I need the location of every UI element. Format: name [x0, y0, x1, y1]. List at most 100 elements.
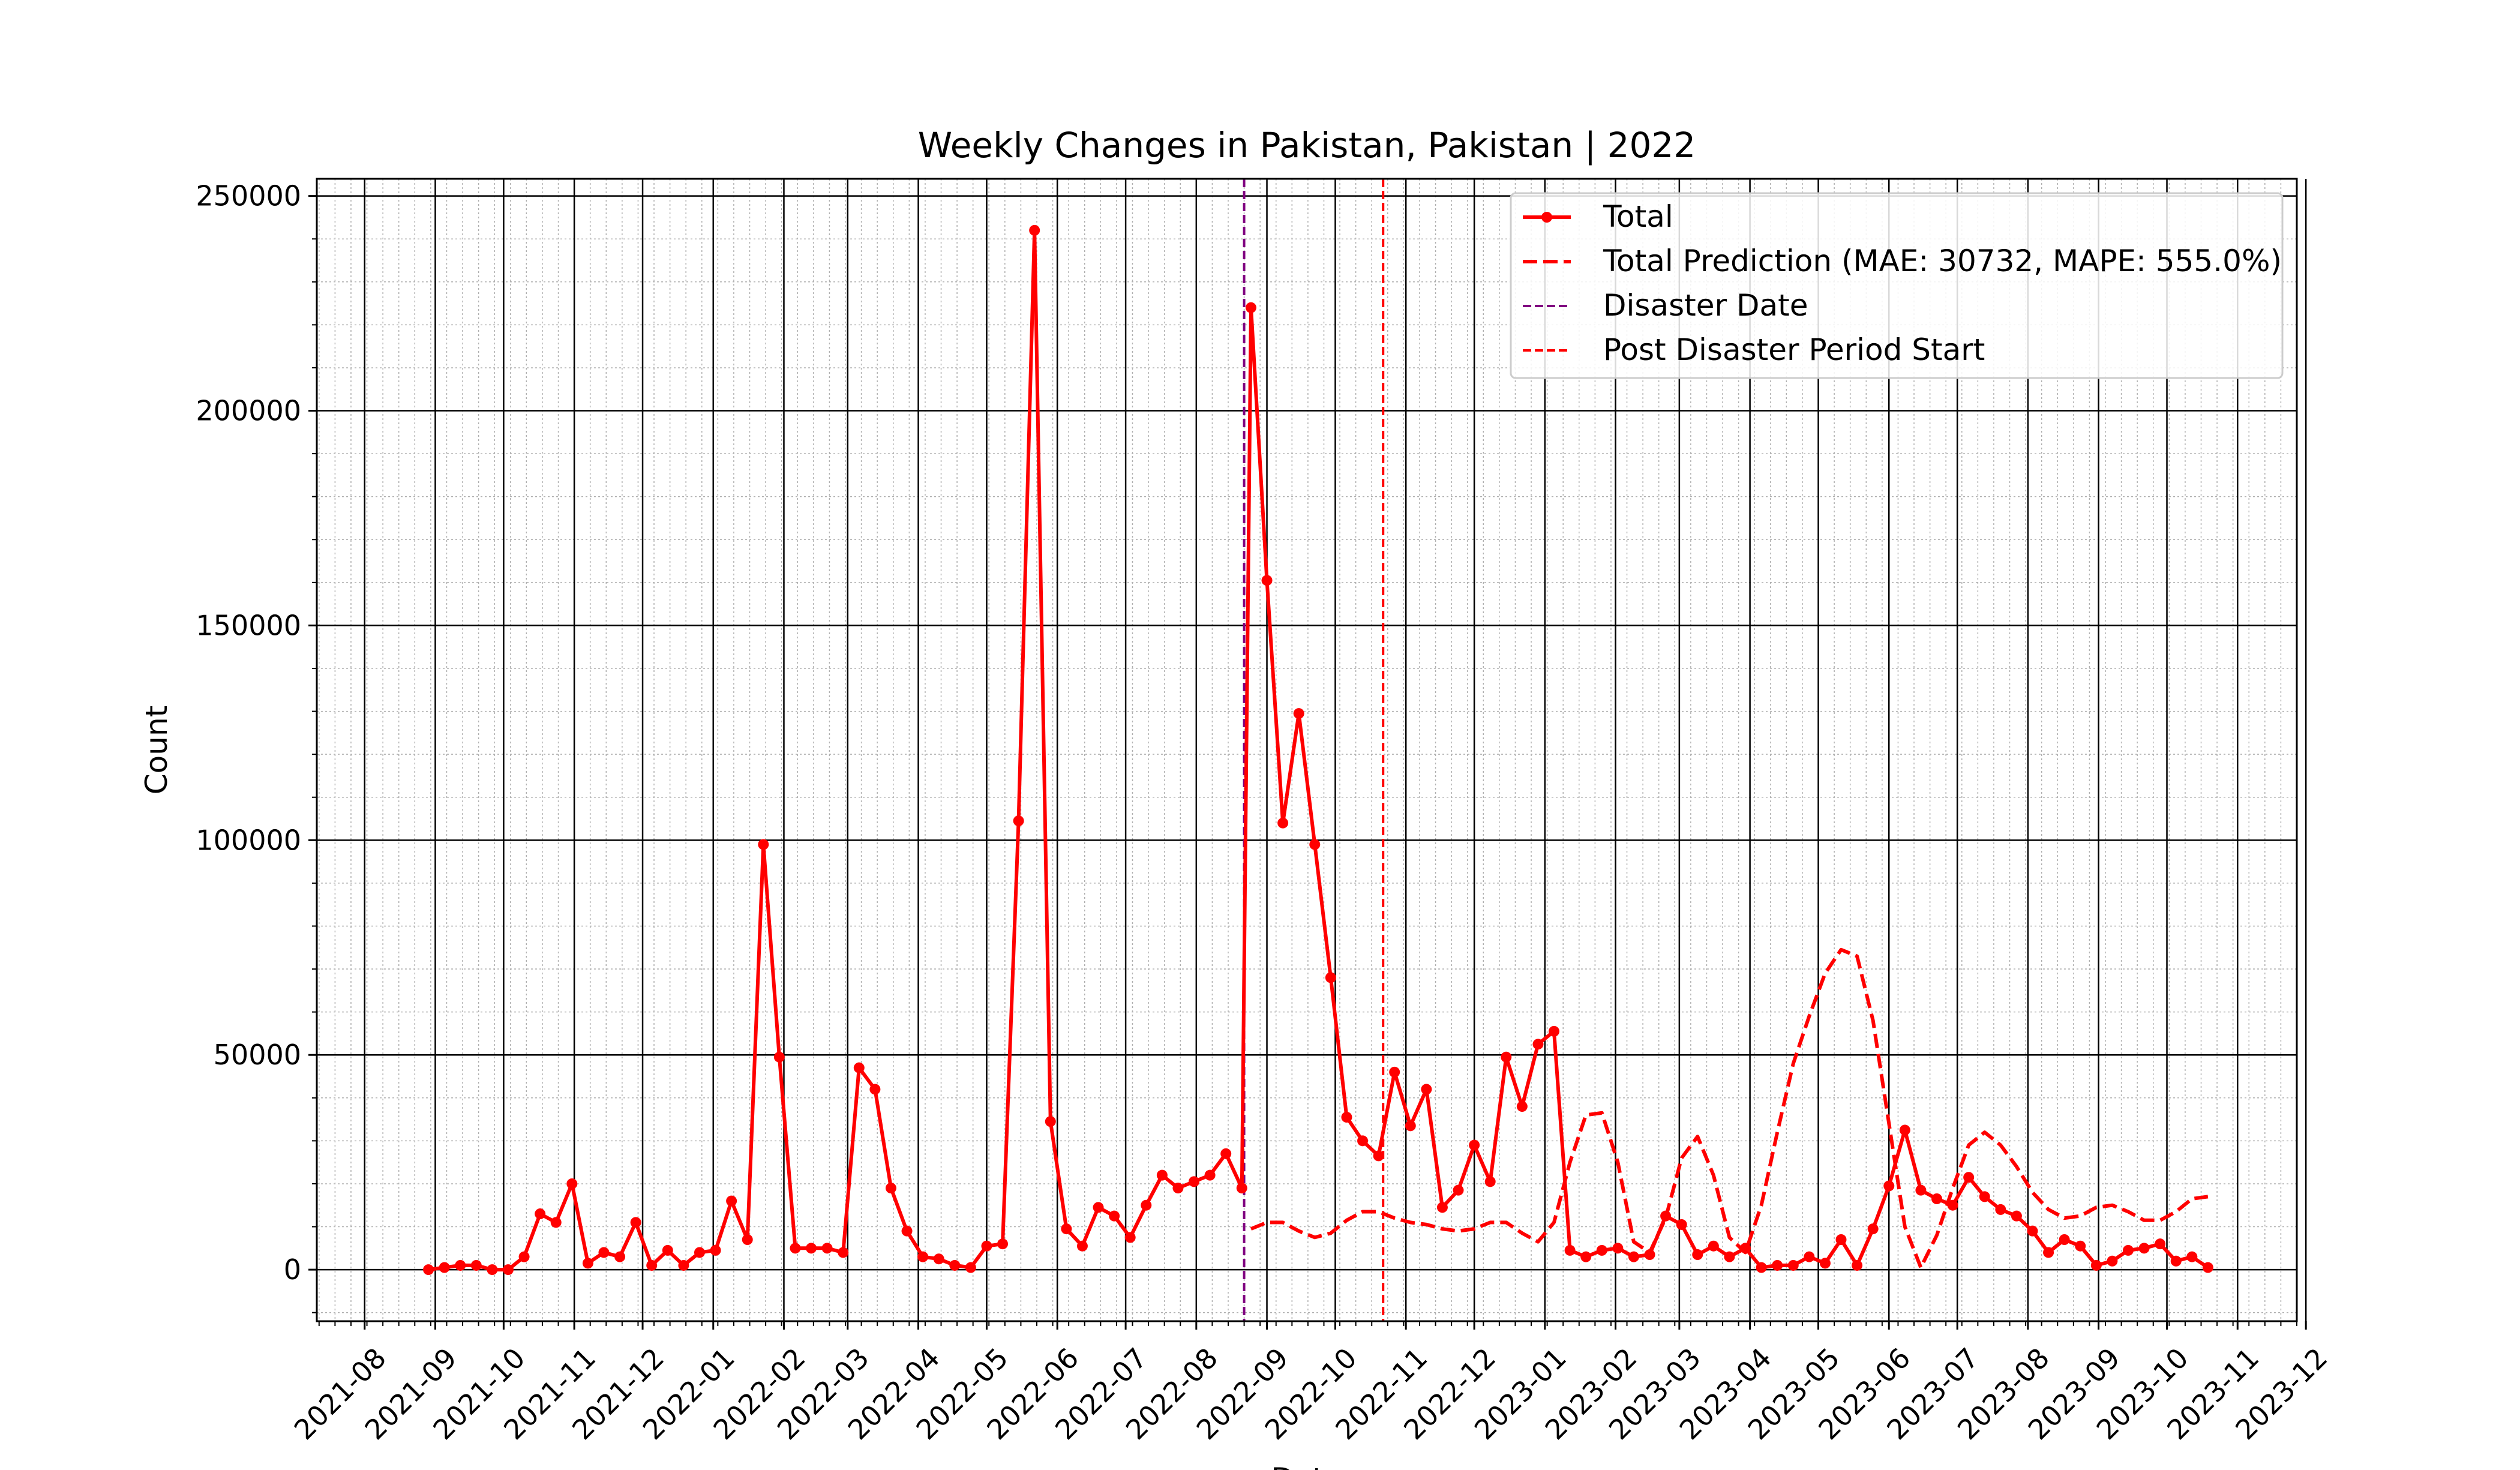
total-data-point: [1612, 1243, 1624, 1254]
total-data-point: [582, 1258, 593, 1269]
total-data-point: [1883, 1180, 1895, 1192]
total-data-point: [2202, 1262, 2213, 1273]
total-data-point: [806, 1243, 817, 1254]
total-data-point: [885, 1183, 896, 1194]
total-data-point: [1628, 1251, 1639, 1262]
total-data-point: [535, 1208, 546, 1220]
prediction-series-line: [1250, 947, 2209, 1270]
total-data-point: [1093, 1202, 1104, 1213]
total-data-point: [726, 1195, 737, 1207]
total-data-point: [598, 1247, 610, 1258]
legend-prediction-label: Total Prediction (MAE: 30732, MAPE: 555.…: [1603, 244, 2282, 278]
total-data-point: [1436, 1202, 1448, 1213]
total-data-point: [1236, 1183, 1247, 1194]
total-data-point: [1915, 1184, 1927, 1196]
total-data-point: [949, 1259, 961, 1271]
total-data-point: [2011, 1210, 2022, 1222]
total-data-point: [1261, 575, 1273, 586]
total-data-point: [1979, 1191, 1990, 1202]
total-data-point: [790, 1243, 801, 1254]
chart-title: Weekly Changes in Pakistan, Pakistan | 2…: [918, 125, 1696, 166]
legend-total-label: Total: [1603, 199, 1673, 234]
total-data-point: [1124, 1232, 1136, 1243]
total-data-point: [2155, 1238, 2166, 1250]
total-data-point: [1596, 1244, 1607, 1256]
total-data-point: [439, 1262, 450, 1273]
total-data-point: [1772, 1259, 1783, 1271]
total-data-point: [2027, 1225, 2038, 1237]
total-data-point: [1389, 1066, 1400, 1078]
total-data-point: [1421, 1084, 1432, 1095]
y-axis-label: Count: [139, 706, 174, 795]
total-data-point: [869, 1084, 881, 1095]
total-data-point: [1373, 1150, 1384, 1162]
total-data-point: [470, 1259, 482, 1271]
total-data-point: [2075, 1240, 2086, 1252]
total-data-point: [550, 1217, 562, 1228]
total-data-point: [1013, 815, 1024, 827]
total-data-point: [1076, 1240, 1088, 1252]
y-tick-label: 250000: [196, 180, 301, 212]
total-data-point: [981, 1240, 992, 1252]
total-data-point: [1325, 972, 1336, 983]
total-data-point: [1756, 1262, 1767, 1273]
y-tick-label: 100000: [196, 824, 301, 856]
total-data-point: [1819, 1258, 1831, 1269]
total-data-point: [1852, 1259, 1863, 1271]
total-data-point: [1220, 1148, 1232, 1159]
total-data-point: [614, 1251, 626, 1262]
legend-total-marker: [1541, 212, 1552, 223]
total-data-point: [2122, 1244, 2134, 1256]
total-data-point: [773, 1051, 785, 1063]
total-data-point: [1172, 1183, 1184, 1194]
total-data-point: [1931, 1193, 1942, 1204]
total-data-point: [1804, 1251, 1815, 1262]
total-data-point: [566, 1178, 578, 1189]
total-data-point: [2186, 1251, 2198, 1262]
total-data-point: [2090, 1259, 2102, 1271]
legend-box: [1510, 192, 2284, 379]
total-data-point: [518, 1251, 530, 1262]
total-data-point: [1484, 1176, 1496, 1187]
y-tick-label: 200000: [196, 395, 301, 427]
total-data-point: [1309, 839, 1321, 850]
total-data-point: [853, 1062, 865, 1073]
total-data-point: [1277, 817, 1289, 829]
legend-disaster-label: Disaster Date: [1603, 288, 1808, 323]
total-data-point: [2059, 1234, 2070, 1245]
total-data-point: [1532, 1039, 1544, 1050]
total-data-point: [1564, 1244, 1576, 1256]
total-data-point: [838, 1247, 849, 1258]
total-data-point: [502, 1264, 514, 1276]
y-tick-label: 0: [284, 1253, 301, 1286]
total-data-point: [917, 1251, 929, 1262]
y-tick-label: 150000: [196, 609, 301, 641]
total-data-point: [423, 1264, 434, 1276]
total-data-point: [646, 1259, 658, 1271]
total-data-point: [1692, 1249, 1703, 1261]
total-data-point: [2138, 1243, 2150, 1254]
total-data-point: [1549, 1025, 1560, 1037]
total-data-point: [2107, 1255, 2118, 1267]
total-data-point: [1501, 1051, 1512, 1063]
total-data-point: [1109, 1210, 1120, 1222]
total-data-point: [1245, 302, 1256, 313]
total-data-point: [1963, 1172, 1975, 1183]
total-data-point: [1453, 1184, 1464, 1196]
y-tick-label: 50000: [214, 1039, 301, 1071]
total-data-point: [758, 839, 769, 850]
total-data-point: [2170, 1255, 2182, 1267]
total-data-point: [1867, 1223, 1879, 1235]
legend: Total Total Prediction (MAE: 30732, MAPE…: [1510, 192, 2284, 379]
total-data-point: [1204, 1169, 1216, 1181]
total-data-point: [1045, 1116, 1056, 1127]
total-data-point: [1341, 1112, 1352, 1123]
total-data-point: [1708, 1240, 1719, 1252]
legend-post-disaster-label: Post Disaster Period Start: [1603, 332, 1985, 367]
total-data-point: [933, 1253, 944, 1265]
total-data-point: [1787, 1259, 1799, 1271]
total-data-point: [1899, 1124, 1910, 1136]
total-data-point: [710, 1244, 721, 1256]
total-data-point: [1835, 1234, 1847, 1245]
